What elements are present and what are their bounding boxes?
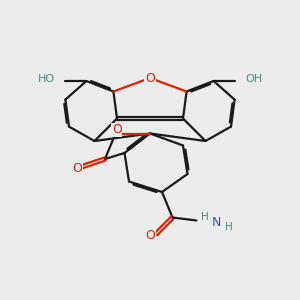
- Text: O: O: [72, 161, 82, 175]
- Text: HO: HO: [38, 74, 55, 85]
- Text: H: H: [225, 222, 233, 232]
- Text: N: N: [212, 215, 221, 229]
- Text: OH: OH: [245, 74, 262, 85]
- Text: O: O: [145, 71, 155, 85]
- Text: O: O: [112, 123, 122, 136]
- Text: O: O: [146, 229, 155, 242]
- Text: H: H: [201, 212, 209, 223]
